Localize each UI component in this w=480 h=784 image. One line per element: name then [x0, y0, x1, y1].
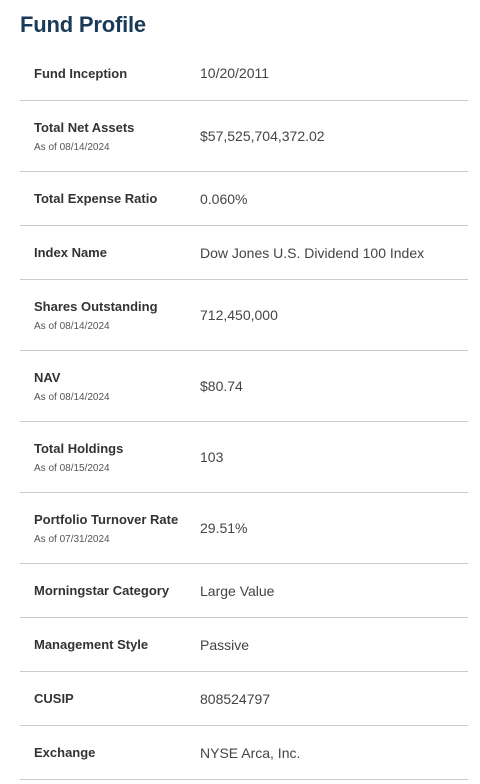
label-cell: Morningstar Category	[20, 583, 200, 598]
row-label: Fund Inception	[34, 65, 128, 81]
label-cell: Exchange	[20, 745, 200, 760]
row-exchange: Exchange NYSE Arca, Inc.	[20, 726, 468, 780]
as-of-date: As of 08/15/2024	[34, 462, 110, 474]
row-value: $80.74	[200, 378, 243, 394]
row-nav: NAV As of 08/14/2024 $80.74	[20, 351, 468, 422]
row-total-holdings: Total Holdings As of 08/15/2024 103	[20, 422, 468, 493]
row-value: Large Value	[200, 582, 275, 599]
row-index-name: Index Name Dow Jones U.S. Dividend 100 I…	[20, 226, 468, 280]
row-value: NYSE Arca, Inc.	[200, 744, 301, 761]
label-cell: Total Net Assets As of 08/14/2024	[20, 120, 200, 153]
as-of-date: As of 08/14/2024	[34, 391, 110, 403]
row-label: CUSIP	[34, 691, 74, 706]
row-shares-outstanding: Shares Outstanding As of 08/14/2024 712,…	[20, 280, 468, 351]
row-label: Total Holdings	[34, 440, 124, 456]
row-value: 29.51%	[200, 520, 248, 536]
label-cell: Total Expense Ratio	[20, 191, 200, 206]
row-label: Management Style	[34, 637, 149, 652]
row-label: Morningstar Category	[34, 583, 170, 598]
row-label: Total Expense Ratio	[34, 191, 158, 206]
as-of-date: As of 08/14/2024	[34, 320, 110, 332]
row-value: 808524797	[200, 690, 271, 707]
row-value: $57,525,704,372.02	[200, 128, 325, 144]
row-morningstar-category: Morningstar Category Large Value	[20, 564, 468, 618]
as-of-date: As of 08/14/2024	[34, 141, 110, 153]
row-label: NAV	[34, 369, 61, 385]
row-value: Passive	[200, 636, 250, 653]
row-value: 0.060%	[200, 190, 248, 207]
label-cell: Total Holdings As of 08/15/2024	[20, 441, 200, 474]
row-value: 10/20/2011	[200, 65, 270, 81]
label-cell: NAV As of 08/14/2024	[20, 370, 200, 403]
row-total-net-assets: Total Net Assets As of 08/14/2024 $57,52…	[20, 101, 468, 172]
fund-profile-table: Fund Inception 10/20/2011 Total Net Asse…	[20, 46, 468, 780]
label-cell: Fund Inception	[20, 66, 200, 81]
as-of-date: As of 07/31/2024	[34, 533, 110, 545]
row-label: Index Name	[34, 245, 107, 260]
row-value: 712,450,000	[200, 307, 278, 323]
row-value: 103	[200, 449, 224, 465]
row-label: Total Net Assets	[34, 119, 135, 135]
label-cell: Index Name	[20, 245, 200, 260]
row-portfolio-turnover-rate: Portfolio Turnover Rate As of 07/31/2024…	[20, 493, 468, 564]
row-fund-inception: Fund Inception 10/20/2011	[20, 46, 468, 101]
row-label: Exchange	[34, 745, 96, 760]
row-cusip: CUSIP 808524797	[20, 672, 468, 726]
row-label: Shares Outstanding	[34, 298, 158, 314]
row-management-style: Management Style Passive	[20, 618, 468, 672]
row-total-expense-ratio: Total Expense Ratio 0.060%	[20, 172, 468, 226]
row-label: Portfolio Turnover Rate	[34, 511, 179, 527]
page-title: Fund Profile	[20, 12, 146, 37]
label-cell: Management Style	[20, 637, 200, 652]
label-cell: CUSIP	[20, 691, 200, 706]
label-cell: Shares Outstanding As of 08/14/2024	[20, 299, 200, 332]
label-cell: Portfolio Turnover Rate As of 07/31/2024	[20, 512, 200, 545]
row-value: Dow Jones U.S. Dividend 100 Index	[200, 244, 425, 261]
